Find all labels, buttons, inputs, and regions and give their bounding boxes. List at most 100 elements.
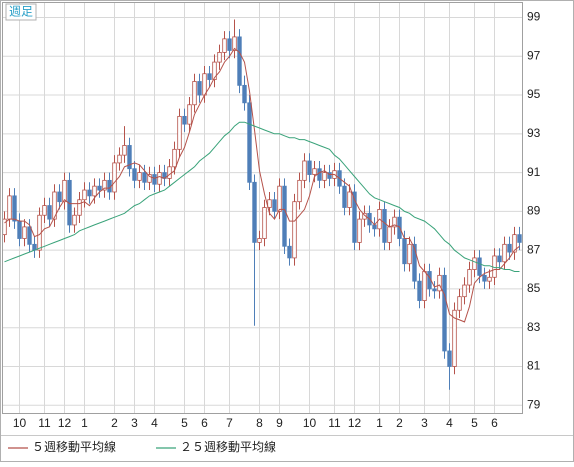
y-tick-label: 81 [527, 359, 541, 373]
candle-body [442, 274, 447, 352]
candle-body [317, 168, 322, 181]
candle-body [102, 179, 107, 191]
x-tick-label: 11 [38, 416, 51, 430]
candle-body [297, 179, 302, 203]
candle-body [197, 81, 202, 96]
x-tick-label: 3 [421, 416, 428, 430]
candle-body [167, 166, 172, 179]
candle-body [27, 226, 32, 245]
candle-body [447, 350, 452, 367]
candle-body [467, 269, 472, 286]
candle-body [422, 271, 427, 301]
candle-body [477, 257, 482, 276]
candle-body [62, 179, 67, 203]
marks [2, 19, 522, 390]
candle-body [457, 296, 462, 311]
candle-body [437, 274, 442, 292]
candle-body [172, 148, 177, 168]
candle-body [17, 220, 22, 239]
candle-body [97, 185, 102, 191]
x-tick-label: 1 [81, 416, 88, 430]
y-tick-label: 83 [527, 320, 541, 334]
plot-border [2, 2, 523, 414]
candle-body [352, 191, 357, 243]
candle-body [47, 205, 52, 220]
x-tick-label: 4 [151, 416, 158, 430]
candle-body [152, 174, 157, 185]
candle-body [42, 205, 47, 216]
candle-body [407, 243, 412, 265]
candle-body [282, 185, 287, 247]
candle-body [82, 189, 87, 201]
candle-body [87, 189, 92, 197]
candle-body [327, 172, 332, 179]
legend-label: ５週移動平均線 [32, 439, 116, 454]
candle-body [207, 73, 212, 80]
candle-body [312, 168, 317, 175]
x-tick-label: 12 [348, 416, 362, 430]
y-tick-label: 93 [527, 126, 541, 140]
candle-body [117, 154, 122, 164]
x-tick-label: 6 [201, 416, 208, 430]
candle-body [307, 160, 312, 175]
candle-body [182, 115, 187, 125]
candle-body [482, 274, 487, 282]
candle-body [502, 243, 507, 263]
candle-body [232, 36, 237, 51]
candle-body [267, 199, 272, 208]
label-box [5, 3, 37, 21]
candle-body [262, 207, 267, 239]
y-tick-label: 99 [527, 10, 541, 24]
candle-body [252, 181, 257, 243]
candle-body [392, 216, 397, 228]
candle-body [72, 214, 77, 226]
candle-body [222, 38, 227, 53]
candle-body [512, 234, 517, 253]
candle-body [507, 243, 512, 253]
x-tick-label: 10 [13, 416, 27, 430]
candle-body [202, 73, 207, 96]
candle-body [287, 245, 292, 259]
candle-body [517, 234, 522, 243]
candle-body [322, 172, 327, 181]
x-tick-label: 5 [181, 416, 188, 430]
candle-body [217, 52, 222, 63]
candle-body [462, 284, 467, 298]
y-tick-label: 97 [527, 48, 541, 62]
candle-body [412, 243, 417, 282]
candle-body [452, 309, 457, 367]
candle-body [157, 172, 162, 185]
x-tick-label: 8 [256, 416, 263, 430]
x-tick-label: 2 [111, 416, 118, 430]
candle-body [242, 84, 247, 104]
candle-body [192, 81, 197, 106]
candle-body [257, 238, 262, 243]
ma-line [4, 121, 520, 272]
candle-body [302, 160, 307, 181]
candle-body [237, 36, 242, 86]
y-tick-label: 79 [527, 397, 541, 411]
candle-body [7, 195, 12, 220]
candle-body [127, 145, 132, 170]
candle-body [147, 174, 152, 183]
y-tick-label: 87 [527, 242, 541, 256]
candle-body [212, 61, 217, 80]
candle-body [277, 185, 282, 212]
candle-body [472, 257, 477, 270]
candle-body [247, 102, 252, 183]
candle-body [137, 172, 142, 181]
y-tick-label: 95 [527, 87, 541, 101]
candle-body [272, 199, 277, 212]
candle-body [402, 238, 407, 265]
candle-body [52, 191, 57, 220]
x-tick-label: 10 [303, 416, 317, 430]
candle-body [187, 104, 192, 125]
candle-body [132, 168, 137, 181]
x-tick-label: 12 [58, 416, 72, 430]
candle-body [387, 226, 392, 243]
candle-body [57, 191, 62, 203]
legend-label: ２５週移動平均線 [180, 439, 276, 454]
x-tick-label: 5 [471, 416, 478, 430]
